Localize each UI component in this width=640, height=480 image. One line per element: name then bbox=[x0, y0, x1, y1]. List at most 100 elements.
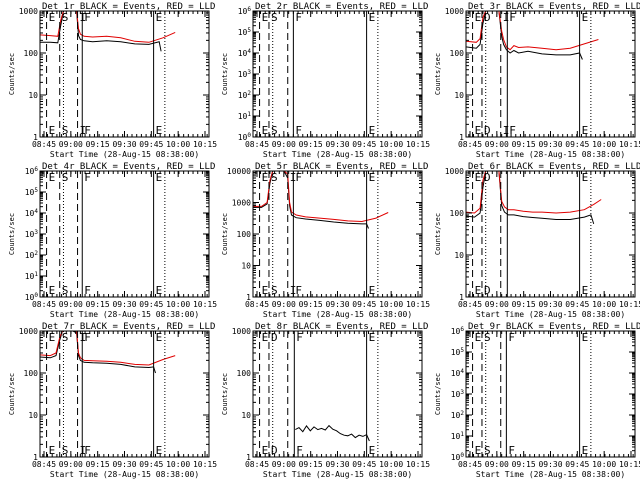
y-tick-label: 1 bbox=[246, 293, 251, 302]
event-marker-label: E bbox=[475, 11, 482, 24]
event-marker-label: S bbox=[62, 171, 69, 184]
x-tick-label: 10:00 bbox=[379, 300, 403, 309]
x-axis-label: Start Time (28-Aug-15 08:38:00) bbox=[476, 470, 625, 479]
y-tick-label: 104 bbox=[451, 368, 465, 378]
event-marker-label: E bbox=[582, 284, 589, 297]
event-marker-label: F bbox=[84, 171, 91, 184]
event-marker-label: S bbox=[484, 444, 491, 457]
x-tick-label: 09:30 bbox=[325, 460, 349, 469]
x-tick-label: 09:15 bbox=[86, 140, 110, 149]
event-marker-label: E bbox=[262, 11, 269, 24]
y-tick-label: 102 bbox=[238, 90, 252, 100]
x-tick-label: 10:00 bbox=[592, 140, 616, 149]
event-marker-label: E bbox=[262, 171, 269, 184]
event-marker-label: E bbox=[156, 284, 163, 297]
event-marker-label: I bbox=[503, 124, 510, 137]
event-marker-label: E bbox=[475, 444, 482, 457]
event-marker-label: F bbox=[295, 284, 302, 297]
x-tick-label: 08:45 bbox=[458, 140, 482, 149]
x-tick-label: 08:45 bbox=[245, 140, 269, 149]
y-tick-label: 10000 bbox=[227, 167, 251, 176]
chart-title: Det 2r BLACK = Events, RED = LLD bbox=[255, 2, 428, 12]
event-marker-label: E bbox=[475, 331, 482, 344]
y-axis-label: Counts/sec bbox=[221, 213, 229, 255]
y-tick-label: 105 bbox=[25, 187, 39, 197]
series-lld-line bbox=[466, 11, 599, 51]
series-lld-line bbox=[40, 11, 176, 43]
panel-det-4: Det 4r BLACK = Events, RED = LLDEESSFFEE… bbox=[8, 162, 217, 319]
event-marker-label: E bbox=[369, 11, 376, 24]
panel-det-5: Det 5r BLACK = Events, RED = LLDEESSIIFF… bbox=[221, 162, 430, 319]
y-tick-label: 10 bbox=[454, 251, 464, 260]
x-axis-label: Start Time (28-Aug-15 08:38:00) bbox=[50, 470, 199, 479]
y-tick-label: 103 bbox=[451, 389, 465, 399]
y-tick-label: 10 bbox=[241, 262, 251, 271]
y-tick-label: 100 bbox=[24, 49, 39, 58]
x-tick-label: 09:15 bbox=[86, 300, 110, 309]
x-tick-label: 09:30 bbox=[325, 300, 349, 309]
x-tick-label: 10:15 bbox=[619, 300, 640, 309]
y-tick-label: 1000 bbox=[19, 7, 38, 16]
y-tick-label: 10 bbox=[28, 91, 38, 100]
event-marker-label: E bbox=[369, 444, 376, 457]
x-axis-label: Start Time (28-Aug-15 08:38:00) bbox=[263, 150, 412, 159]
event-marker-label: E bbox=[475, 124, 482, 137]
event-marker-label: I bbox=[80, 11, 87, 24]
event-marker-label: E bbox=[582, 124, 589, 137]
x-tick-label: 09:00 bbox=[485, 300, 509, 309]
x-tick-label: 09:15 bbox=[86, 460, 110, 469]
x-tick-label: 09:00 bbox=[272, 140, 296, 149]
x-tick-label: 09:30 bbox=[112, 460, 136, 469]
event-marker-label: F bbox=[295, 11, 302, 24]
y-axis-label: Counts/sec bbox=[221, 373, 229, 415]
x-tick-label: 09:15 bbox=[299, 300, 323, 309]
y-tick-label: 1000 bbox=[445, 7, 464, 16]
x-axis-label: Start Time (28-Aug-15 08:38:00) bbox=[50, 150, 199, 159]
x-tick-label: 08:45 bbox=[458, 300, 482, 309]
event-marker-label: F bbox=[509, 124, 516, 137]
event-marker-label: E bbox=[582, 444, 589, 457]
series-lld-line bbox=[40, 331, 176, 366]
x-tick-label: 10:00 bbox=[166, 140, 190, 149]
x-tick-label: 09:30 bbox=[538, 140, 562, 149]
x-tick-label: 10:00 bbox=[592, 300, 616, 309]
y-tick-label: 1 bbox=[459, 293, 464, 302]
x-tick-label: 10:15 bbox=[619, 460, 640, 469]
y-tick-label: 104 bbox=[238, 48, 252, 58]
panel-det-9: Det 9r BLACK = Events, RED = LLDEESSFFEE… bbox=[434, 322, 640, 479]
y-axis-label: Counts/sec bbox=[8, 53, 16, 95]
y-axis-label: Counts/sec bbox=[434, 213, 442, 255]
x-tick-label: 09:30 bbox=[112, 140, 136, 149]
chart-title: Det 9r BLACK = Events, RED = LLD bbox=[468, 322, 640, 332]
x-tick-label: 09:00 bbox=[272, 300, 296, 309]
y-tick-label: 101 bbox=[25, 271, 39, 281]
x-tick-label: 10:15 bbox=[406, 140, 430, 149]
x-tick-label: 09:45 bbox=[352, 300, 376, 309]
x-tick-label: 08:45 bbox=[32, 300, 56, 309]
y-tick-label: 100 bbox=[451, 452, 465, 462]
panel-det-1: Det 1r BLACK = Events, RED = LLDEESSIIFF… bbox=[8, 2, 217, 159]
x-tick-label: 10:15 bbox=[406, 300, 430, 309]
event-marker-label: E bbox=[156, 171, 163, 184]
x-tick-label: 09:30 bbox=[538, 460, 562, 469]
event-marker-label: S bbox=[271, 11, 278, 24]
y-tick-label: 1000 bbox=[19, 327, 38, 336]
y-axis-label: Counts/sec bbox=[221, 53, 229, 95]
y-tick-label: 100 bbox=[238, 132, 252, 142]
x-tick-label: 10:00 bbox=[592, 460, 616, 469]
event-marker-label: E bbox=[475, 171, 482, 184]
event-marker-label: F bbox=[84, 331, 91, 344]
series-lld-line bbox=[466, 171, 602, 214]
y-tick-label: 105 bbox=[238, 27, 252, 37]
event-marker-label: F bbox=[296, 331, 303, 344]
event-marker-label: F bbox=[295, 124, 302, 137]
x-tick-label: 08:45 bbox=[458, 460, 482, 469]
x-tick-label: 09:00 bbox=[59, 460, 83, 469]
y-tick-label: 101 bbox=[238, 111, 252, 121]
y-tick-label: 102 bbox=[451, 410, 465, 420]
x-tick-label: 10:00 bbox=[166, 460, 190, 469]
x-tick-label: 09:45 bbox=[139, 140, 163, 149]
event-marker-label: E bbox=[369, 284, 376, 297]
y-tick-label: 100 bbox=[450, 49, 465, 58]
